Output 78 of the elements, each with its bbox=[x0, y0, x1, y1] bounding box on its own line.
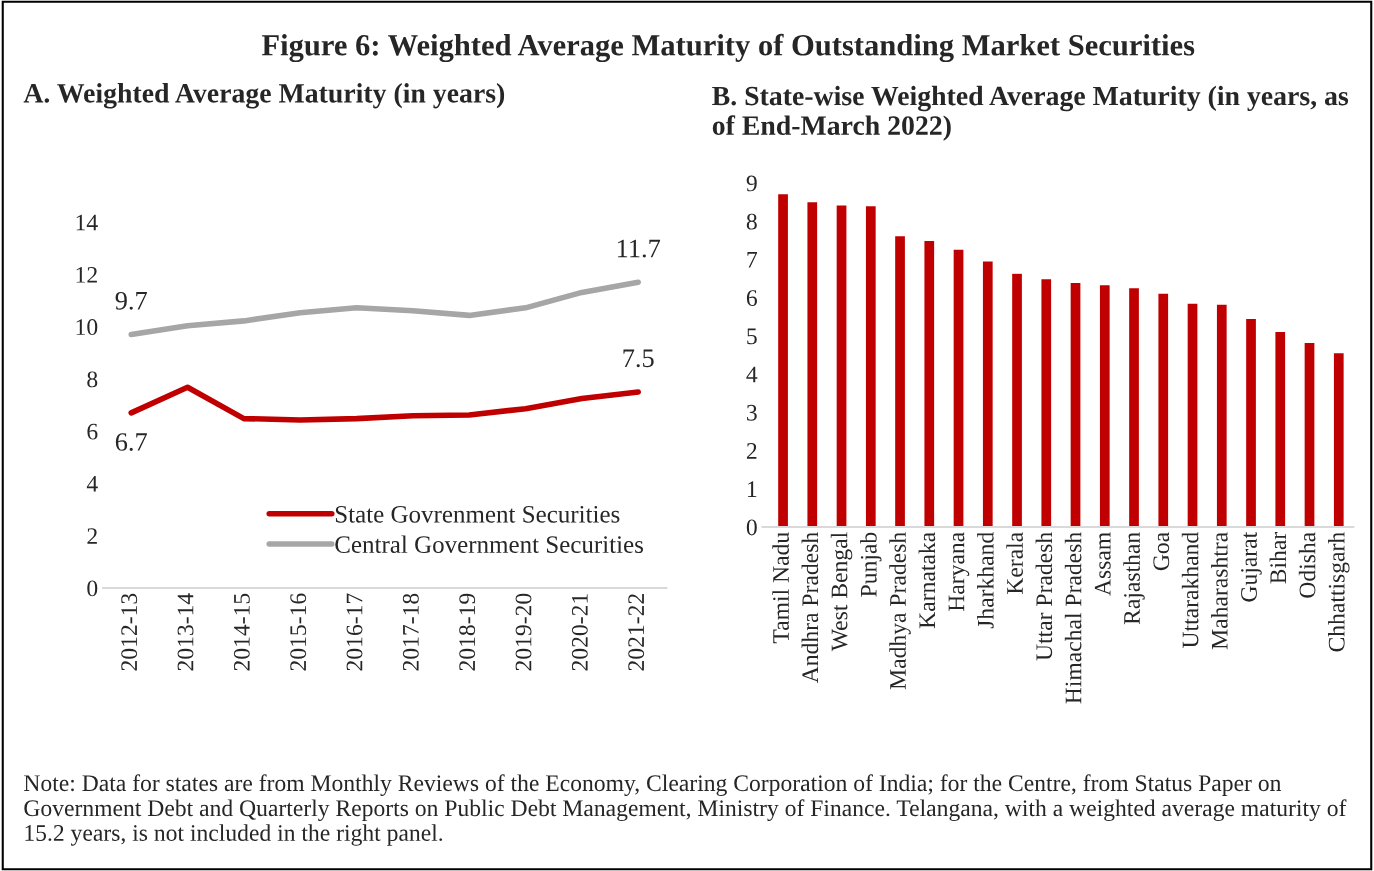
bar bbox=[835, 204, 848, 527]
data-label: 7.5 bbox=[623, 349, 654, 368]
x-tick-label: 2015-16 bbox=[290, 593, 307, 671]
bar bbox=[1040, 277, 1053, 527]
bar bbox=[923, 239, 936, 527]
bar bbox=[776, 192, 790, 527]
bar bbox=[952, 248, 965, 527]
x-tick-label: Assam bbox=[1094, 532, 1111, 596]
y-tick-label: 2 bbox=[746, 443, 757, 459]
y-tick-label: 6 bbox=[87, 423, 98, 440]
chart-subtitle: A. Weighted Average Maturity (in years) bbox=[23, 83, 505, 109]
bar bbox=[1332, 351, 1346, 527]
y-tick-label: 9 bbox=[746, 175, 757, 192]
x-tick-label: 2014-15 bbox=[233, 593, 250, 671]
bar bbox=[981, 260, 995, 527]
bar bbox=[1010, 272, 1024, 527]
y-tick-label: 0 bbox=[746, 519, 757, 536]
y-tick-label: 2 bbox=[87, 528, 97, 544]
x-tick-label: Gujarat bbox=[1241, 531, 1262, 602]
legend-label: Central Government Securities bbox=[335, 535, 643, 554]
y-tick-label: 0 bbox=[87, 580, 98, 597]
bar bbox=[1303, 341, 1316, 527]
x-tick-label: 2018-19 bbox=[459, 593, 476, 671]
text: Note: Data for states are from Monthly Reviews of the Economy, Clearing Corporation of India; for the Centre, from Status Paper on Government Debt and Quarterly Reports on Public Debt Management, Ministry of Finance. Telangana, with a weighted average maturity of 15.2 years, is not included in the right panel. bbox=[24, 774, 1347, 846]
x-tick-label: Kerala bbox=[1006, 532, 1023, 595]
y-tick-label: 12 bbox=[76, 266, 97, 283]
x-tick-label: 2016-17 bbox=[346, 593, 363, 671]
y-tick-label: 8 bbox=[746, 213, 757, 230]
y-tick-label: 3 bbox=[747, 404, 757, 421]
chart-title: B. State-wise Weighted Average Maturity (in years, as of End-March 2022) bbox=[712, 85, 1349, 141]
x-tick-label: Himachal Pradesh bbox=[1064, 532, 1082, 704]
legend-label: State Govrenment Securities bbox=[335, 505, 620, 523]
x-tick-label: Rajasthan bbox=[1123, 532, 1145, 625]
x-tick-label: West Bengal bbox=[830, 532, 853, 652]
x-tick-label: 2013-14 bbox=[177, 593, 194, 671]
data-label: 6.7 bbox=[115, 433, 147, 451]
text: Figure 6: Weighted Average Maturity of Outstanding Market Securities bbox=[261, 33, 1195, 63]
x-tick-label: Tamil Nadu bbox=[772, 532, 789, 644]
bar bbox=[864, 204, 878, 527]
x-tick-label: 2021-22 bbox=[628, 594, 645, 671]
bar bbox=[1244, 317, 1258, 527]
y-tick-label: 4 bbox=[746, 366, 758, 383]
x-tick-label: Punjab bbox=[860, 532, 882, 597]
y-tick-label: 8 bbox=[87, 371, 98, 388]
x-tick-label: Haryana bbox=[948, 532, 970, 612]
data-label: 9.7 bbox=[115, 291, 147, 310]
bar bbox=[1186, 302, 1199, 527]
bar bbox=[806, 200, 819, 527]
bar bbox=[1098, 283, 1112, 527]
x-tick-label: Karnataka bbox=[918, 532, 936, 629]
data-label: 11.7 bbox=[617, 239, 661, 258]
x-tick-label: 2017-18 bbox=[402, 593, 419, 671]
bar bbox=[1274, 330, 1287, 527]
bar bbox=[893, 234, 907, 527]
y-tick-label: 4 bbox=[86, 476, 98, 492]
y-tick-label: 6 bbox=[746, 290, 757, 307]
x-tick-label: Bihar bbox=[1269, 532, 1287, 584]
x-tick-label: 2012-13 bbox=[121, 593, 138, 671]
y-tick-label: 7 bbox=[747, 252, 758, 268]
x-tick-label: 2020-21 bbox=[571, 594, 588, 671]
x-tick-label: Chhattisgarh bbox=[1328, 532, 1350, 652]
y-tick-label: 5 bbox=[747, 328, 757, 345]
x-tick-label: 2019-20 bbox=[515, 593, 532, 671]
x-tick-label: Uttarakhand bbox=[1181, 532, 1199, 649]
bar bbox=[1127, 286, 1141, 527]
y-tick-label: 14 bbox=[76, 214, 98, 231]
y-tick-label: 10 bbox=[76, 319, 98, 336]
y-tick-label: 1 bbox=[747, 481, 757, 497]
x-tick-label: Andhra Pradesh bbox=[801, 532, 819, 684]
x-tick-label: Maharashtra bbox=[1211, 532, 1228, 650]
bar bbox=[1157, 292, 1170, 527]
x-tick-label: Jharkhand bbox=[977, 532, 994, 629]
x-tick-label: Uttar Pradesh bbox=[1035, 532, 1053, 661]
x-tick-label: Goa bbox=[1153, 532, 1170, 571]
bar bbox=[1215, 303, 1229, 527]
x-tick-label: Madhya Pradesh bbox=[889, 532, 911, 690]
bar bbox=[1069, 281, 1082, 527]
x-tick-label: Odisha bbox=[1298, 532, 1316, 598]
